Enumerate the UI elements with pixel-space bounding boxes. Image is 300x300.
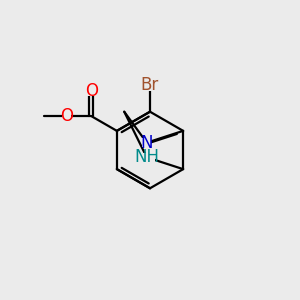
FancyBboxPatch shape <box>87 86 96 96</box>
FancyBboxPatch shape <box>62 111 71 121</box>
Text: Br: Br <box>141 76 159 94</box>
Text: N: N <box>140 134 153 152</box>
FancyBboxPatch shape <box>140 80 160 91</box>
Text: O: O <box>85 82 98 100</box>
FancyBboxPatch shape <box>142 138 152 147</box>
Text: NH: NH <box>134 148 159 166</box>
Text: O: O <box>60 107 73 125</box>
FancyBboxPatch shape <box>139 153 155 162</box>
